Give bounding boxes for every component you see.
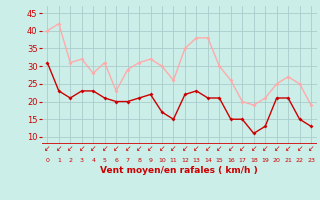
Text: ↙: ↙ <box>216 144 222 153</box>
Text: ↙: ↙ <box>262 144 268 153</box>
X-axis label: Vent moyen/en rafales ( km/h ): Vent moyen/en rafales ( km/h ) <box>100 166 258 175</box>
Text: ↙: ↙ <box>90 144 96 153</box>
Text: ↙: ↙ <box>136 144 142 153</box>
Text: ↙: ↙ <box>274 144 280 153</box>
Text: ↙: ↙ <box>285 144 291 153</box>
Text: ↙: ↙ <box>44 144 51 153</box>
Text: ↙: ↙ <box>308 144 314 153</box>
Text: ↙: ↙ <box>124 144 131 153</box>
Text: ↙: ↙ <box>78 144 85 153</box>
Text: ↙: ↙ <box>193 144 200 153</box>
Text: ↙: ↙ <box>170 144 177 153</box>
Text: ↙: ↙ <box>239 144 245 153</box>
Text: ↙: ↙ <box>159 144 165 153</box>
Text: ↙: ↙ <box>67 144 74 153</box>
Text: ↙: ↙ <box>251 144 257 153</box>
Text: ↙: ↙ <box>296 144 303 153</box>
Text: ↙: ↙ <box>147 144 154 153</box>
Text: ↙: ↙ <box>113 144 119 153</box>
Text: ↙: ↙ <box>205 144 211 153</box>
Text: ↙: ↙ <box>228 144 234 153</box>
Text: ↙: ↙ <box>56 144 62 153</box>
Text: ↙: ↙ <box>182 144 188 153</box>
Text: ↙: ↙ <box>101 144 108 153</box>
